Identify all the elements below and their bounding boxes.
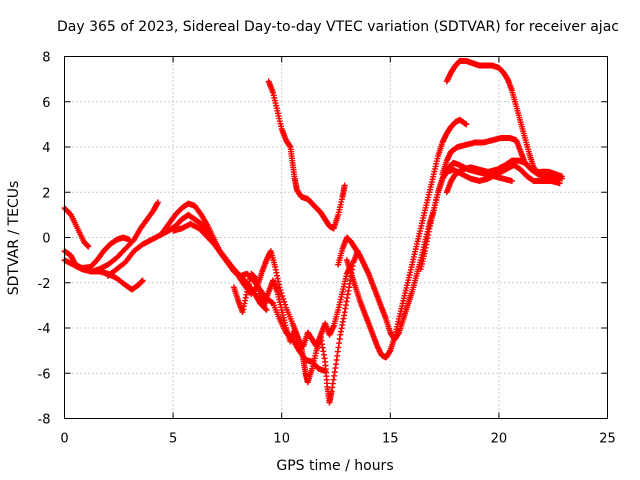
data-points bbox=[61, 58, 565, 406]
tick-labels: 0 5 10 15 20 25 -8 -6 -4 -2 0 2 4 6 8 bbox=[38, 51, 616, 447]
series-arc-15 bbox=[443, 58, 565, 180]
data-point bbox=[262, 305, 269, 312]
series-arc-8 bbox=[230, 261, 355, 350]
data-point bbox=[508, 177, 515, 184]
y-tick-label: -8 bbox=[38, 413, 51, 428]
x-tick-label: 20 bbox=[491, 432, 508, 447]
x-axis-label: GPS time / hours bbox=[276, 458, 393, 474]
data-point bbox=[279, 293, 286, 300]
y-tick-label: 6 bbox=[42, 96, 50, 111]
chart-title: Day 365 of 2023, Sidereal Day-to-day VTE… bbox=[57, 19, 619, 35]
y-tick-label: 2 bbox=[42, 186, 50, 201]
series-arc-4 bbox=[89, 199, 161, 275]
plot-frame bbox=[64, 56, 608, 419]
y-axis-label: SDTVAR / TECUs bbox=[6, 181, 22, 296]
series-arc-11 bbox=[343, 116, 470, 361]
series-arc-3 bbox=[61, 257, 146, 293]
y-tick-label: 8 bbox=[42, 51, 50, 66]
x-tick-label: 5 bbox=[169, 432, 177, 447]
data-point bbox=[341, 182, 348, 189]
x-tick-label: 10 bbox=[273, 432, 290, 447]
x-tick-label: 15 bbox=[382, 432, 399, 447]
series-arc-9 bbox=[265, 78, 348, 232]
y-tick-label: -2 bbox=[38, 277, 51, 292]
data-point bbox=[85, 243, 92, 250]
y-tick-label: -4 bbox=[38, 322, 51, 337]
series-arc-12 bbox=[417, 162, 563, 273]
y-tick-label: 4 bbox=[42, 141, 50, 156]
data-point bbox=[139, 277, 146, 284]
data-point bbox=[463, 121, 470, 128]
data-point bbox=[278, 290, 285, 297]
data-point bbox=[154, 199, 161, 206]
series-arc-1 bbox=[61, 205, 92, 250]
y-tick-label: 0 bbox=[42, 232, 50, 247]
y-tick-label: -6 bbox=[38, 367, 51, 382]
data-point bbox=[558, 173, 565, 180]
series-arc-7 bbox=[170, 220, 361, 406]
x-tick-label: 0 bbox=[60, 432, 68, 447]
data-point bbox=[263, 306, 270, 313]
x-tick-label: 25 bbox=[599, 432, 616, 447]
